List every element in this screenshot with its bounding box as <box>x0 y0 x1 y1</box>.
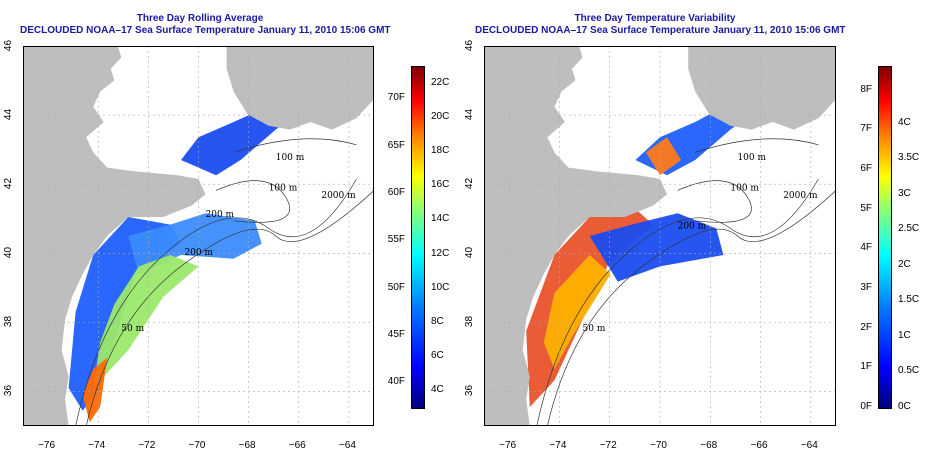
colorbar-fahrenheit-label: 0F <box>860 401 872 412</box>
y-tick-label: 42 <box>464 178 476 190</box>
colorbar-celsius-label: 3.5C <box>898 152 920 164</box>
y-tick-label: 46 <box>464 39 476 52</box>
right-bathymetry-contours <box>536 138 836 426</box>
y-tick-label: 38 <box>464 316 476 328</box>
land-mass <box>688 46 836 130</box>
y-tick-label: 40 <box>3 247 15 259</box>
colorbar-celsius-label: 14C <box>431 213 450 225</box>
colorbar-fahrenheit-label: 2F <box>860 321 872 333</box>
y-tick-label: 38 <box>3 316 15 328</box>
contour-depth-label: 50 m <box>583 324 606 334</box>
contour-depth-label: 200 m <box>184 248 213 258</box>
contour-depth-label: 200 m <box>678 221 707 231</box>
left-sst-region <box>68 217 181 411</box>
left-sst-region <box>93 255 199 388</box>
colorbar-fahrenheit-label: 40F <box>387 376 405 388</box>
colorbar-fahrenheit-label: 65F <box>387 139 405 151</box>
left-map: 100 m 2000 m 100 m 200 m 200 m 50 m <box>23 46 374 426</box>
colorbar-fahrenheit-label: 1F <box>860 361 872 373</box>
colorbar-fahrenheit-label: 7F <box>860 123 872 135</box>
colorbar-celsius-label: 22C <box>431 77 450 89</box>
left-map-subtitle: DECLOUDED NOAA–17 Sea Surface Temperatur… <box>20 25 391 36</box>
x-tick-label: −66 <box>288 440 306 451</box>
colorbar-fahrenheit-label: 5F <box>860 202 872 214</box>
colorbar-celsius-label: 6C <box>431 349 444 361</box>
colorbar-celsius-label: 20C <box>431 111 450 123</box>
colorbar-celsius-label: 1.5C <box>898 294 920 306</box>
y-tick-label: 40 <box>464 247 476 259</box>
right-colorbar <box>878 66 892 409</box>
left-colorbar <box>411 66 425 409</box>
contour-depth-label: 100 m <box>737 153 766 163</box>
x-tick-label: −72 <box>138 440 156 451</box>
x-tick-label: −64 <box>338 440 356 451</box>
contour-depth-label: 50 m <box>121 324 144 334</box>
y-tick-label: 46 <box>3 39 15 52</box>
x-tick-label: −66 <box>750 440 768 451</box>
left-bathymetry-contours <box>75 138 374 426</box>
contour-depth-label: 100 m <box>730 183 759 193</box>
colorbar-fahrenheit-label: 60F <box>387 186 405 198</box>
colorbar-fahrenheit-label: 8F <box>860 83 872 95</box>
y-tick-label: 36 <box>3 385 15 397</box>
colorbar-celsius-label: 18C <box>431 145 450 157</box>
y-tick-label: 44 <box>464 109 476 121</box>
right-sst-region <box>543 255 611 369</box>
left-grid <box>23 46 374 426</box>
colorbar-celsius-label: 2C <box>898 258 911 270</box>
colorbar-celsius-label: 4C <box>431 383 444 395</box>
right-sst-region <box>589 213 724 282</box>
colorbar-celsius-label: 1C <box>898 329 911 341</box>
colorbar-fahrenheit-label: 6F <box>860 163 872 175</box>
land-mass <box>226 46 374 130</box>
colorbar-celsius-label: 4C <box>898 116 911 128</box>
contour-depth-label: 200 m <box>206 210 235 220</box>
colorbar-fahrenheit-label: 50F <box>387 281 405 293</box>
colorbar-celsius-label: 8C <box>431 315 444 327</box>
x-tick-label: −64 <box>800 440 818 451</box>
colorbar-fahrenheit-label: 55F <box>387 234 405 246</box>
x-tick-label: −68 <box>700 440 718 451</box>
x-tick-label: −72 <box>599 440 617 451</box>
colorbar-fahrenheit-label: 3F <box>860 282 872 294</box>
right-map: 100 m 2000 m 100 m 200 m 50 m <box>484 46 836 426</box>
x-tick-label: −74 <box>549 440 567 451</box>
colorbar-celsius-label: 10C <box>431 281 450 293</box>
right-grid <box>484 46 836 426</box>
land-mass <box>23 46 206 426</box>
right-map-title: Three Day Temperature Variability <box>574 13 736 24</box>
colorbar-fahrenheit-label: 70F <box>387 92 405 104</box>
colorbar-fahrenheit-label: 4F <box>860 242 872 254</box>
x-tick-label: −68 <box>238 440 256 451</box>
y-tick-label: 44 <box>3 109 15 121</box>
colorbar-celsius-label: 0.5C <box>898 365 920 377</box>
colorbar-celsius-label: 12C <box>431 247 450 259</box>
x-tick-label: −74 <box>88 440 106 451</box>
right-map-subtitle: DECLOUDED NOAA–17 Sea Surface Temperatur… <box>475 25 846 36</box>
contour-depth-label: 2000 m <box>783 191 818 201</box>
colorbar-celsius-label: 3C <box>898 187 911 199</box>
x-tick-label: −76 <box>38 440 56 451</box>
contour-depth-label: 100 m <box>276 153 305 163</box>
land-mass <box>484 46 667 426</box>
x-tick-label: −70 <box>188 440 206 451</box>
contour-depth-label: 2000 m <box>321 191 356 201</box>
left-map-title: Three Day Rolling Average <box>136 13 264 24</box>
y-tick-label: 42 <box>3 178 15 190</box>
colorbar-fahrenheit-label: 45F <box>387 329 405 340</box>
contour-depth-label: 100 m <box>269 183 298 193</box>
right-sst-region <box>645 137 682 176</box>
x-tick-label: −76 <box>499 440 517 451</box>
colorbar-celsius-label: 0C <box>898 401 911 412</box>
y-tick-label: 36 <box>464 385 476 397</box>
colorbar-celsius-label: 2.5C <box>898 223 920 235</box>
colorbar-celsius-label: 16C <box>431 179 450 191</box>
left-sst-region <box>82 357 108 423</box>
x-tick-label: −70 <box>650 440 667 451</box>
